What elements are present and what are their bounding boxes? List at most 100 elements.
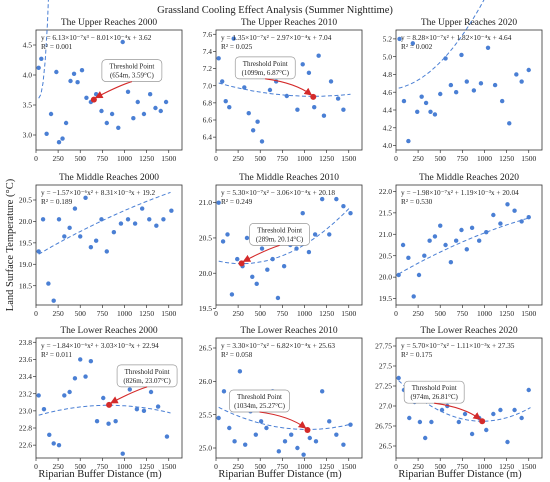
- data-point: [448, 82, 454, 88]
- threshold-point: [106, 401, 113, 408]
- y-tick-label: 6.4: [203, 133, 213, 142]
- x-tick-label: 0: [394, 462, 398, 471]
- threshold-point: [479, 418, 486, 425]
- data-point: [514, 72, 519, 77]
- y-tick-label: 3.0: [23, 131, 33, 140]
- data-point: [316, 53, 321, 58]
- y-tick-label: 7.4: [203, 47, 213, 56]
- data-point: [264, 425, 269, 431]
- data-point: [36, 65, 41, 71]
- data-point: [275, 295, 281, 301]
- data-point: [79, 68, 85, 73]
- data-point: [250, 274, 255, 279]
- data-point: [334, 432, 339, 437]
- data-point: [265, 267, 270, 272]
- data-point: [348, 211, 353, 216]
- x-tick-label: 500: [435, 462, 447, 471]
- data-point: [231, 36, 236, 41]
- y-tick-label: 6.6: [203, 116, 213, 125]
- plot-frame: [35, 29, 183, 151]
- fit-equation: y = 5.70×10⁻⁷x² − 1.11×10⁻³x + 27.35: [401, 341, 515, 350]
- data-point: [341, 107, 346, 112]
- data-point: [246, 110, 251, 116]
- data-point: [94, 418, 100, 424]
- r-squared: R² = 0.249: [221, 197, 253, 206]
- data-point: [56, 140, 62, 145]
- data-point: [519, 79, 524, 84]
- y-tick-label: 21.0: [199, 198, 212, 207]
- fit-equation: y = −1.98×10⁻⁷x² + 1.19×10⁻³x + 20.04: [401, 188, 519, 197]
- panel-title: The Middle Reaches 2010: [239, 173, 339, 183]
- x-tick-label: 500: [75, 462, 87, 471]
- data-point: [498, 221, 503, 226]
- data-point: [512, 208, 517, 213]
- data-point: [135, 99, 140, 105]
- data-point: [415, 109, 420, 114]
- y-tick-label: 25.5: [199, 410, 212, 419]
- threshold-label: Threshold Point: [125, 368, 170, 376]
- y-tick-label: 23.0: [19, 406, 32, 415]
- threshold-arrow: [110, 386, 148, 404]
- data-point: [125, 217, 131, 222]
- data-point: [432, 234, 438, 239]
- x-tick-label: 1500: [341, 154, 356, 163]
- data-point: [41, 406, 47, 412]
- y-tick-label: 26.75: [375, 422, 392, 431]
- data-point: [93, 238, 99, 243]
- panel-title: The Middle Reaches 2000: [59, 173, 159, 183]
- panel-title: The Upper Reaches 2010: [241, 18, 338, 28]
- x-tick-label: 0: [214, 309, 218, 318]
- threshold-arrow: [242, 244, 280, 262]
- y-tick-label: 27.0: [379, 402, 392, 411]
- x-tick-label: 0: [34, 309, 38, 318]
- x-tick-label: 0: [34, 154, 38, 163]
- x-tick-label: 1000: [297, 462, 312, 471]
- data-point: [72, 206, 78, 211]
- y-tick-label: 4.5: [23, 41, 33, 50]
- y-tick-label: 20.5: [379, 251, 392, 260]
- y-tick-label: 27.75: [375, 342, 392, 351]
- plot-frame: [215, 337, 363, 459]
- data-point: [406, 255, 411, 261]
- y-tick-label: 21.5: [379, 208, 392, 217]
- data-point: [423, 435, 428, 441]
- x-tick-label: 1500: [341, 462, 356, 471]
- x-tick-label: 250: [52, 462, 64, 471]
- data-point: [219, 79, 225, 84]
- data-point: [44, 131, 49, 136]
- data-point: [396, 375, 401, 381]
- r-squared: R² = 0.025: [221, 42, 253, 51]
- data-point: [227, 104, 232, 110]
- data-point: [141, 111, 147, 117]
- data-point: [153, 105, 158, 111]
- r-squared: R² = 0.189: [41, 197, 73, 206]
- data-point: [111, 229, 117, 235]
- r-squared: R² = 0.011: [41, 350, 72, 359]
- x-tick-label: 500: [255, 154, 267, 163]
- data-point: [519, 219, 524, 224]
- y-tick-label: 21.0: [379, 230, 392, 239]
- data-point: [71, 71, 77, 77]
- data-point: [116, 125, 121, 130]
- x-tick-label: 250: [412, 154, 424, 163]
- data-point: [281, 263, 287, 269]
- x-tick-label: 1250: [499, 309, 514, 318]
- data-point: [51, 298, 56, 303]
- data-point: [118, 221, 124, 226]
- data-point: [253, 432, 259, 437]
- data-point: [78, 234, 83, 239]
- data-point: [101, 395, 106, 401]
- data-point: [289, 432, 294, 437]
- data-point: [216, 200, 221, 205]
- data-point: [164, 434, 170, 439]
- data-point: [492, 82, 498, 88]
- data-point: [141, 408, 147, 414]
- x-tick-label: 250: [232, 462, 244, 471]
- threshold-arrow: [94, 81, 133, 99]
- y-tick-label: 23.6: [19, 355, 32, 364]
- plot-frame: [35, 184, 183, 306]
- data-point: [341, 203, 346, 209]
- data-point: [83, 374, 88, 379]
- y-tick-label: 20.0: [199, 269, 212, 278]
